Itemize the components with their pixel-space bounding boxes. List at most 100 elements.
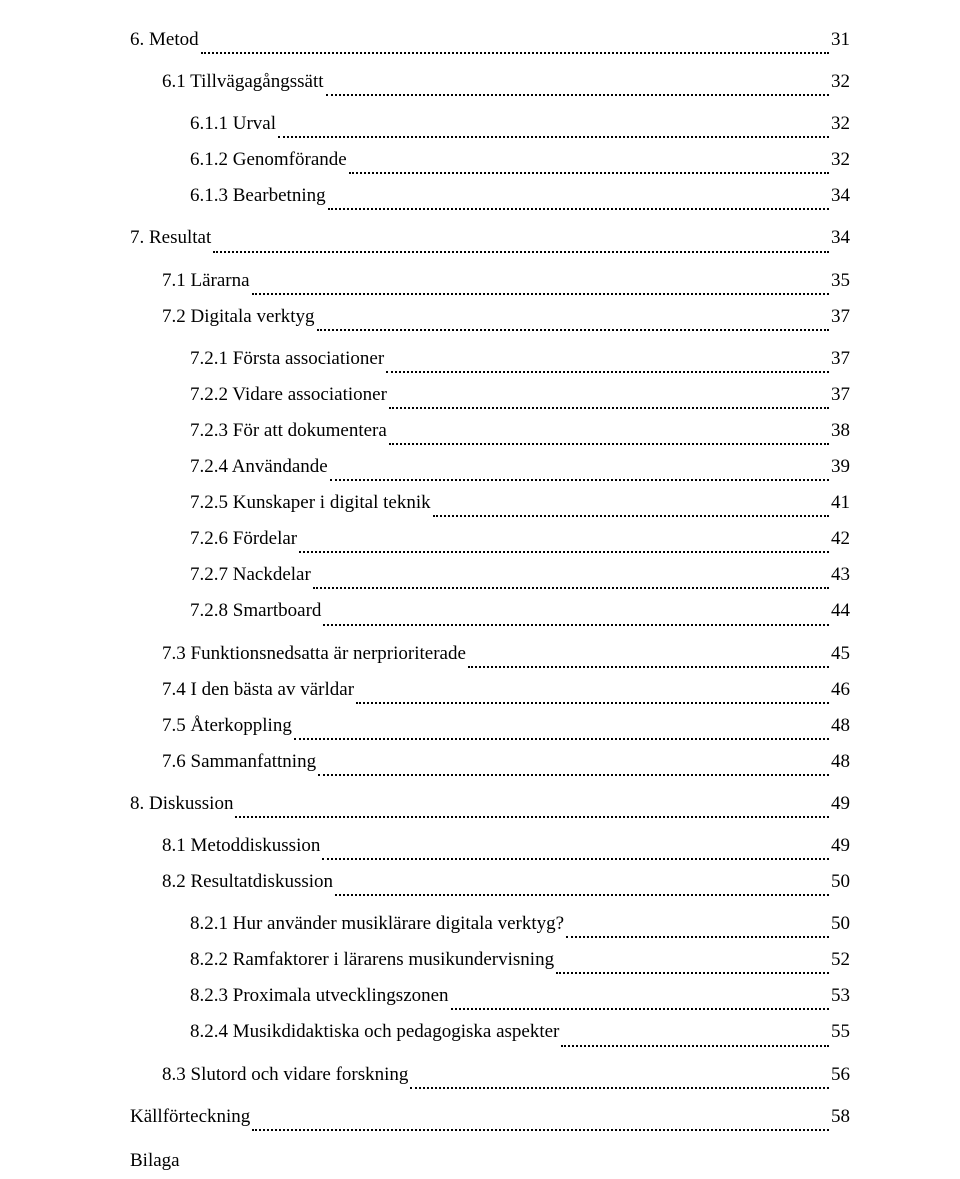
toc-entry: 8.2.2 Ramfaktorer i lärarens musikunderv… (130, 942, 850, 978)
toc-page: 6. Metod31 6.1 Tillvägagångssätt 32 6.1.1 U… (0, 0, 960, 1063)
toc-entry-label: 7.1 Lärarna (162, 263, 250, 299)
toc-entry-page: 34 (831, 178, 850, 214)
toc-list: 6. Metod31 6.1 Tillvägagångssätt 32 6.1.1 U… (130, 22, 850, 1135)
toc-entry: 6.1.2 Genomförande 32 (130, 142, 850, 178)
toc-entry-label: 8.1 Metoddiskussion (162, 828, 320, 864)
toc-leader-dots (252, 278, 829, 294)
toc-entry-label: 8.2.3 Proximala utvecklingszonen (190, 978, 449, 1014)
toc-entry-page: 32 (831, 64, 850, 100)
toc-entry-page: 35 (831, 263, 850, 299)
toc-entry-label: 7.2 Digitala verktyg (162, 299, 315, 335)
toc-leader-dots (294, 724, 829, 740)
toc-entry: 7.2.7 Nackdelar 43 (130, 557, 850, 593)
toc-entry: 7. Resultat 34 (130, 220, 850, 256)
toc-leader-dots (317, 315, 830, 331)
toc-entry: 7.2.6 Fördelar 42 (130, 521, 850, 557)
toc-leader-dots (299, 537, 829, 553)
toc-leader-dots (389, 393, 829, 409)
toc-entry-page: 44 (831, 593, 850, 629)
toc-entry-page: 32 (831, 142, 850, 178)
toc-entry-label: 8.2.1 Hur använder musiklärare digitala … (190, 906, 564, 942)
toc-entry: 8. Diskussion 49 (130, 786, 850, 822)
toc-entry-page: 52 (831, 942, 850, 978)
toc-entry-label: 7.2.3 För att dokumentera (190, 413, 387, 449)
toc-leader-dots (330, 465, 829, 481)
toc-entry: 8.3 Slutord och vidare forskning 56 (130, 1057, 850, 1093)
toc-entry: 7.2.1 Första associationer 37 (130, 341, 850, 377)
toc-entry-label: Källförteckning (130, 1099, 250, 1135)
toc-entry: 7.2 Digitala verktyg 37 (130, 299, 850, 335)
toc-entry-page: 49 (831, 828, 850, 864)
toc-entry: 7.2.2 Vidare associationer 37 (130, 377, 850, 413)
toc-entry-label: 8.2.2 Ramfaktorer i lärarens musikunderv… (190, 942, 554, 978)
toc-entry-label: 7.2.6 Fördelar (190, 521, 297, 557)
toc-leader-dots (313, 573, 829, 589)
toc-entry-label: 7.3 Funktionsnedsatta är nerprioriterade (162, 636, 466, 672)
toc-entry: 7.1 Lärarna 35 (130, 263, 850, 299)
toc-entry-page: 43 (831, 557, 850, 593)
toc-entry-page: 49 (831, 786, 850, 822)
toc-entry: 7.2.3 För att dokumentera 38 (130, 413, 850, 449)
toc-entry-page: 32 (831, 106, 850, 142)
toc-entry-page: 46 (831, 672, 850, 708)
toc-leader-dots (468, 651, 829, 667)
toc-entry: 7.2.5 Kunskaper i digital teknik 41 (130, 485, 850, 521)
toc-entry-page: 34 (831, 220, 850, 256)
toc-leader-dots (235, 802, 829, 818)
toc-entry-page: 37 (831, 341, 850, 377)
toc-entry-page: 55 (831, 1014, 850, 1050)
toc-leader-dots (318, 760, 829, 776)
toc-entry: 6.1 Tillvägagångssätt 32 (130, 64, 850, 100)
toc-entry-label: 7.2.2 Vidare associationer (190, 377, 387, 413)
toc-leader-dots (356, 687, 829, 703)
toc-leader-dots (389, 429, 829, 445)
toc-entry-label: 8.3 Slutord och vidare forskning (162, 1057, 408, 1093)
toc-entry-label: 6.1 Tillvägagångssätt (162, 64, 324, 100)
toc-entry-page: 50 (831, 906, 850, 942)
toc-leader-dots (386, 357, 829, 373)
toc-leader-dots (349, 158, 829, 174)
toc-entry-page: 39 (831, 449, 850, 485)
toc-entry-page: 37 (831, 377, 850, 413)
toc-entry-label: 8.2 Resultatdiskussion (162, 864, 333, 900)
toc-entry-page: 50 (831, 864, 850, 900)
toc-entry: 7.6 Sammanfattning48 (130, 744, 850, 780)
toc-leader-dots (556, 958, 829, 974)
toc-entry-page: 38 (831, 413, 850, 449)
toc-entry-label: 7. Resultat (130, 220, 211, 256)
toc-entry: 6.1.3 Bearbetning 34 (130, 178, 850, 214)
toc-leader-dots (322, 844, 829, 860)
toc-entry-page: 48 (831, 744, 850, 780)
toc-entry: 8.2.1 Hur använder musiklärare digitala … (130, 906, 850, 942)
toc-entry-label: 7.2.5 Kunskaper i digital teknik (190, 485, 431, 521)
toc-entry-label: 8. Diskussion (130, 786, 233, 822)
toc-leader-dots (328, 194, 829, 210)
toc-entry-label: 7.2.4 Användande (190, 449, 328, 485)
toc-leader-dots (451, 994, 829, 1010)
toc-entry-label: 6.1.3 Bearbetning (190, 178, 326, 214)
toc-entry: 6. Metod31 (130, 22, 850, 58)
toc-entry: 8.2 Resultatdiskussion 50 (130, 864, 850, 900)
toc-entry: 8.2.4 Musikdidaktiska och pedagogiska as… (130, 1014, 850, 1050)
toc-leader-dots (335, 880, 829, 896)
toc-entry: 7.2.8 Smartboard44 (130, 593, 850, 629)
toc-entry-page: 53 (831, 978, 850, 1014)
toc-entry: 7.2.4 Användande 39 (130, 449, 850, 485)
toc-entry-page: 56 (831, 1057, 850, 1093)
toc-entry-label: 7.4 I den bästa av världar (162, 672, 354, 708)
toc-leader-dots (433, 501, 829, 517)
toc-entry: 7.3 Funktionsnedsatta är nerprioriterade… (130, 636, 850, 672)
toc-leader-dots (566, 922, 829, 938)
toc-entry-page: 58 (831, 1099, 850, 1135)
toc-leader-dots (323, 609, 829, 625)
toc-entry-page: 48 (831, 708, 850, 744)
toc-entry-page: 42 (831, 521, 850, 557)
toc-entry-label: 6.1.1 Urval (190, 106, 276, 142)
toc-entry-page: 41 (831, 485, 850, 521)
toc-entry: 8.2.3 Proximala utvecklingszonen 53 (130, 978, 850, 1014)
toc-entry-label: 7.2.1 Första associationer (190, 341, 384, 377)
toc-entry-page: 37 (831, 299, 850, 335)
toc-entry-label: 6.1.2 Genomförande (190, 142, 347, 178)
toc-entry-label: 7.2.7 Nackdelar (190, 557, 311, 593)
toc-leader-dots (561, 1030, 829, 1046)
